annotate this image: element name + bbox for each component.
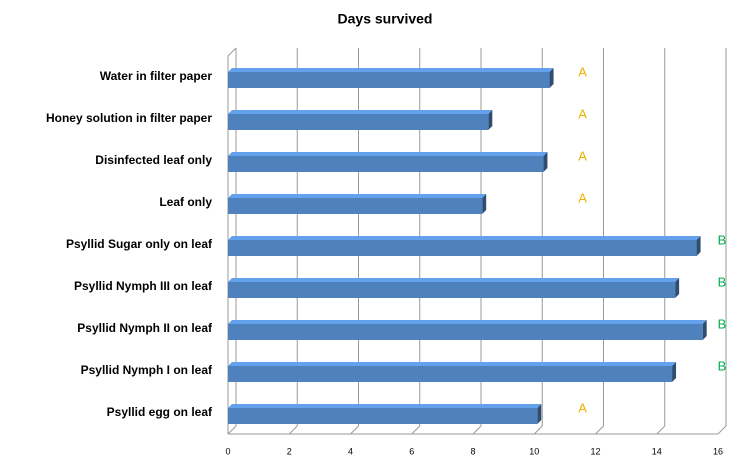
annotation: B bbox=[718, 316, 727, 331]
x-tick-label: 6 bbox=[409, 446, 414, 456]
floor-line bbox=[411, 425, 421, 435]
floor-line bbox=[227, 425, 237, 435]
annotation: A bbox=[578, 400, 587, 415]
bar-top bbox=[228, 320, 707, 324]
floor-line bbox=[472, 425, 482, 435]
left-wall-top bbox=[227, 47, 237, 57]
category-label: Leaf only bbox=[159, 195, 212, 209]
floor-line bbox=[288, 425, 298, 435]
category-label: Disinfected leaf only bbox=[95, 153, 212, 167]
x-tick-label: 14 bbox=[652, 446, 662, 456]
bar-top bbox=[228, 362, 677, 366]
category-label: Psyllid Nymph III on leaf bbox=[74, 279, 213, 293]
bar bbox=[228, 282, 676, 298]
x-tick-label: 12 bbox=[590, 446, 600, 456]
bar bbox=[228, 156, 544, 172]
annotation: A bbox=[578, 190, 587, 205]
x-tick-label: 16 bbox=[713, 446, 723, 456]
x-tick-label: 10 bbox=[529, 446, 539, 456]
bar bbox=[228, 198, 483, 214]
annotation: A bbox=[578, 64, 587, 79]
bar bbox=[228, 324, 703, 340]
floor-line bbox=[533, 425, 543, 435]
category-label: Honey solution in filter paper bbox=[46, 111, 212, 125]
bar-top bbox=[228, 404, 542, 408]
bar-side bbox=[675, 278, 680, 298]
bar-top bbox=[228, 68, 554, 72]
bar bbox=[228, 72, 550, 88]
x-tick-label: 4 bbox=[348, 446, 353, 456]
floor-line bbox=[350, 425, 359, 435]
floor-line bbox=[595, 425, 604, 435]
bar-side bbox=[482, 194, 487, 214]
x-tick-label: 8 bbox=[470, 446, 475, 456]
annotation: B bbox=[718, 358, 727, 373]
bar-side bbox=[488, 110, 493, 130]
bar-top bbox=[228, 194, 487, 198]
category-label: Psyllid egg on leaf bbox=[107, 405, 213, 419]
category-label: Psyllid Nymph I on leaf bbox=[81, 363, 213, 377]
category-label: Psyllid Nymph II on leaf bbox=[77, 321, 213, 335]
chart-title: Days survived bbox=[338, 11, 433, 27]
category-label: Psyllid Sugar only on leaf bbox=[66, 237, 213, 251]
bar-top bbox=[228, 236, 701, 240]
bar-side bbox=[543, 152, 548, 172]
bar-side bbox=[672, 362, 677, 382]
annotation: B bbox=[718, 274, 727, 289]
bar bbox=[228, 240, 697, 256]
annotation: B bbox=[718, 232, 727, 247]
bar-side bbox=[696, 236, 701, 256]
bar bbox=[228, 408, 538, 424]
x-tick-label: 0 bbox=[225, 446, 230, 456]
annotation: A bbox=[578, 106, 587, 121]
bar bbox=[228, 366, 673, 382]
floor-line bbox=[717, 425, 727, 435]
category-label: Water in filter paper bbox=[100, 69, 213, 83]
bar bbox=[228, 114, 489, 130]
floor-line bbox=[656, 425, 666, 435]
bar-side bbox=[537, 404, 542, 424]
x-tick-label: 2 bbox=[287, 446, 292, 456]
bar-top bbox=[228, 152, 548, 156]
bar-top bbox=[228, 110, 493, 114]
annotation: A bbox=[578, 148, 587, 163]
bar-side bbox=[549, 68, 554, 88]
bar-side bbox=[702, 320, 707, 340]
bar-top bbox=[228, 278, 680, 282]
